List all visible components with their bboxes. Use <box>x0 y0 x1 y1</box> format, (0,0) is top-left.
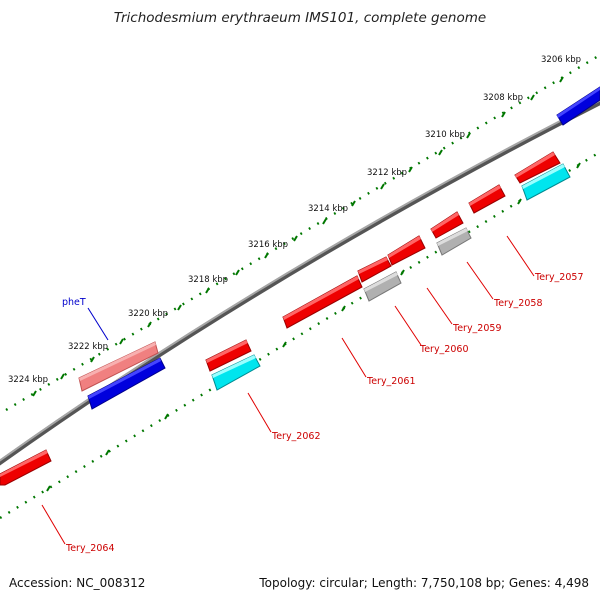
reverse-strand-features <box>78 86 600 410</box>
forward-strand-genes <box>0 151 571 486</box>
outer-scale-track <box>5 53 600 412</box>
scale-label: 3220 kbp <box>128 309 168 319</box>
gene-Tery_2060-misc[interactable] <box>363 271 402 302</box>
gene-labels: Tery_2057 Tery_2058 Tery_2059 Tery_2060 … <box>62 272 584 554</box>
accession-text: Accession: NC_008312 <box>9 576 145 590</box>
gene-Tery_2057-cds[interactable] <box>521 163 571 201</box>
gene-reverse-topright[interactable] <box>556 86 600 126</box>
gene-pheT-reverse-feature[interactable] <box>87 357 166 410</box>
gene-label-Tery_2059[interactable]: Tery_2059 <box>452 323 502 334</box>
inner-scale-track <box>0 150 600 520</box>
gene-Tery_2062-arrow[interactable] <box>205 339 252 372</box>
map-title: Trichodesmium erythraeum IMS101, complet… <box>114 10 486 26</box>
gene-Tery_2064-arrow[interactable] <box>0 449 52 486</box>
gene-label-Tery_2061[interactable]: Tery_2061 <box>366 376 416 387</box>
gene-Tery_2058-arrow[interactable] <box>468 184 506 214</box>
gene-label-Tery_2064[interactable]: Tery_2064 <box>65 543 115 554</box>
genome-backbone <box>0 99 600 466</box>
scale-label: 3206 kbp <box>541 55 581 65</box>
gene-label-Tery_2058[interactable]: Tery_2058 <box>493 298 543 309</box>
gene-label-Tery_2060[interactable]: Tery_2060 <box>419 344 469 355</box>
gene-label-Tery_2062[interactable]: Tery_2062 <box>271 431 321 442</box>
gene-Tery_2061-long-arrow[interactable] <box>282 275 363 329</box>
scale-labels: 3206 kbp 3208 kbp 3210 kbp 3212 kbp 3214… <box>8 55 581 385</box>
scale-label: 3212 kbp <box>367 168 407 178</box>
gene-Tery_2059-misc[interactable] <box>436 227 472 256</box>
scale-label: 3224 kbp <box>8 375 48 385</box>
gene-label-pheT[interactable]: pheT <box>62 297 86 308</box>
gene-pheT-feature[interactable] <box>78 341 159 392</box>
genome-summary-text: Topology: circular; Length: 7,750,108 bp… <box>258 576 589 590</box>
scale-label: 3208 kbp <box>483 93 523 103</box>
scale-label: 3210 kbp <box>425 130 465 140</box>
gene-Tery_2059-arrow[interactable] <box>430 211 464 239</box>
gene-Tery_2061-arrow[interactable] <box>357 256 392 283</box>
scale-label: 3216 kbp <box>248 240 288 250</box>
label-leaders <box>41 235 535 545</box>
gene-Tery_2062-cds[interactable] <box>211 354 261 391</box>
gene-label-Tery_2057[interactable]: Tery_2057 <box>534 272 584 283</box>
gene-Tery_2060-arrow[interactable] <box>387 235 426 266</box>
gene-Tery_2057-arrow[interactable] <box>514 151 561 184</box>
scale-label: 3218 kbp <box>188 275 228 285</box>
scale-label: 3214 kbp <box>308 204 348 214</box>
scale-label: 3222 kbp <box>68 342 108 352</box>
